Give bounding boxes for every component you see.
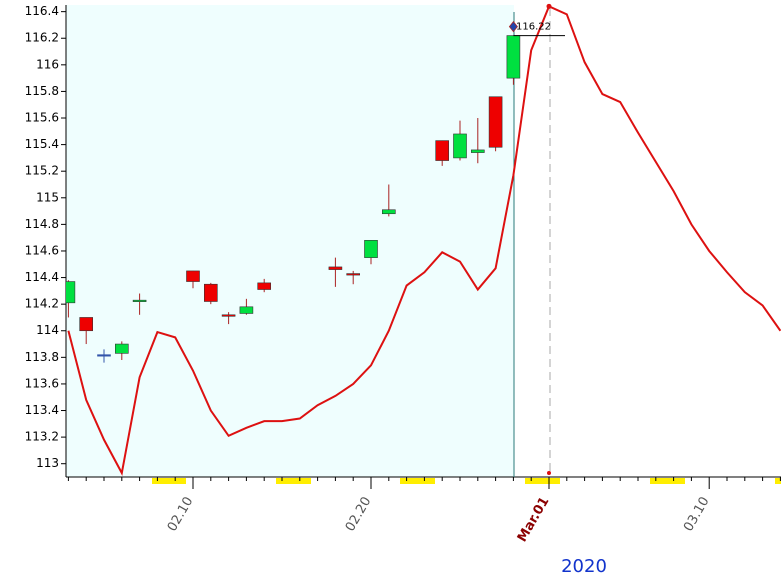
y-tick-label: 113 — [36, 456, 59, 470]
candle-body — [346, 273, 361, 276]
candle-body — [488, 96, 503, 148]
y-tick-label: 116 — [36, 57, 59, 71]
y-tick-label: 115.2 — [25, 164, 59, 178]
candle-body — [132, 299, 147, 302]
candle-body — [257, 282, 272, 290]
y-tick-label: 116.4 — [25, 4, 59, 18]
y-tick-label: 114.4 — [25, 270, 59, 284]
candle-body — [97, 354, 111, 357]
y-tick-label: 115.4 — [25, 137, 59, 151]
forecast-line — [67, 4, 781, 476]
y-tick-label: 113.2 — [25, 430, 59, 444]
candle-body — [470, 149, 485, 153]
candle-body — [204, 283, 218, 302]
y-tick-label: 113.8 — [25, 350, 59, 364]
x-tick-label: 02.20 — [343, 495, 375, 535]
y-tick-label: 114 — [36, 323, 59, 337]
x-tick-label: 03.10 — [681, 495, 713, 535]
y-tick-label: 114.6 — [25, 243, 59, 257]
candle-body — [79, 317, 93, 332]
candle-body — [66, 281, 76, 304]
candle-body — [364, 240, 378, 258]
candle-body — [221, 314, 236, 317]
x-axis-year: 2020 — [561, 556, 607, 577]
history-shade — [66, 5, 514, 477]
weekend-markers — [152, 478, 781, 484]
candle-body — [453, 133, 467, 159]
y-tick-label: 113.4 — [25, 403, 59, 417]
candle-body — [115, 343, 129, 354]
candle-body — [328, 266, 343, 270]
candle-body — [506, 35, 521, 79]
y-tick-label: 115 — [36, 190, 59, 204]
candle-body — [239, 306, 254, 314]
peak-foot-dot — [547, 471, 551, 475]
peak-dot — [546, 3, 552, 9]
x-tick-label: Mar.01 — [515, 495, 553, 545]
y-tick-label: 113.6 — [25, 376, 59, 390]
y-tick-label: 115.6 — [25, 111, 59, 125]
candle-body — [435, 140, 450, 161]
y-tick-label: 115.8 — [25, 84, 59, 98]
x-tick-label: 02.10 — [165, 495, 197, 535]
y-tick-label: 114.2 — [25, 297, 59, 311]
candle-body — [186, 270, 200, 282]
y-tick-label: 116.2 — [25, 31, 59, 45]
y-tick-label: 114.8 — [25, 217, 59, 231]
annotation-label: 116.22 — [516, 22, 551, 33]
candle-body — [381, 209, 396, 215]
high-marker — [508, 20, 518, 33]
